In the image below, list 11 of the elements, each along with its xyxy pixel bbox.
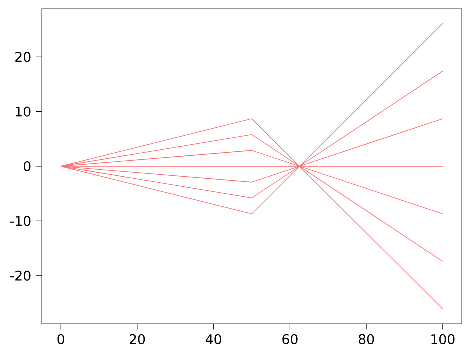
y-tick-label: 20 — [16, 52, 31, 62]
x-tick-label: 100 — [432, 334, 455, 344]
x-tick-label: 40 — [206, 334, 222, 344]
x-tick-label: 60 — [282, 334, 298, 344]
x-tick-label: 80 — [358, 334, 374, 344]
y-tick-label: -20 — [10, 270, 31, 281]
y-tick-label: 10 — [16, 106, 31, 117]
x-tick-label: 0 — [58, 334, 64, 344]
x-tick-label: 20 — [130, 334, 146, 344]
y-tick-label: -10 — [10, 216, 31, 226]
y-tick-label: 0 — [24, 161, 31, 172]
